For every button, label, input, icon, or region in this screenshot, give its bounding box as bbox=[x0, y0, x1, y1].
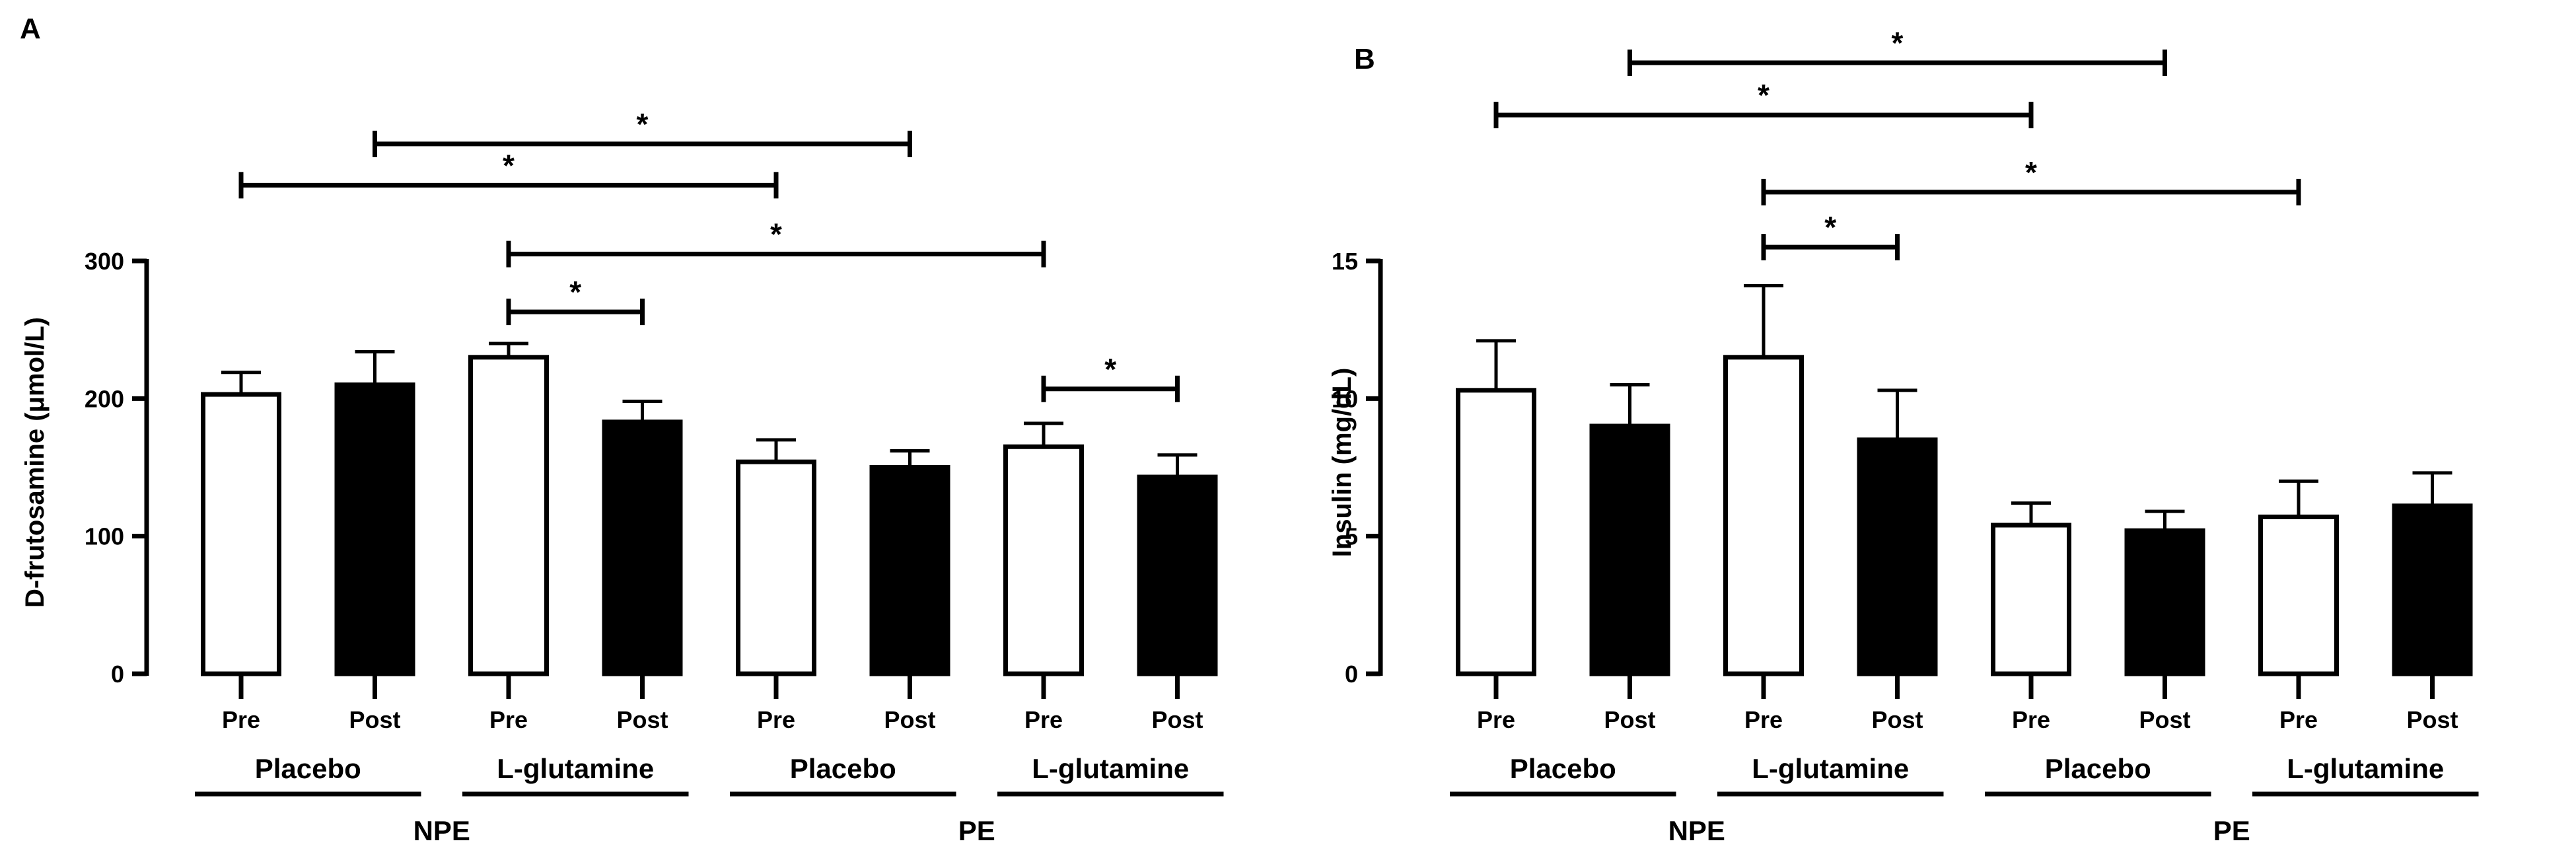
y-axis-label-a: D-frutosamine (μmol/L) bbox=[20, 317, 50, 608]
significance-star: * bbox=[503, 148, 515, 182]
panel-b: B Insulin (mg/dL) 0 5 10 15 Pre Post Pre Post Pr… bbox=[1328, 26, 2479, 846]
y-tick-label-b: 0 bbox=[1345, 661, 1358, 688]
significance-star: * bbox=[1892, 26, 1904, 60]
x-category-label: Post bbox=[2139, 706, 2190, 733]
significance-star: * bbox=[1824, 210, 1836, 244]
panel-label-b: B bbox=[1354, 43, 1375, 75]
y-tick-label-b: 15 bbox=[1332, 248, 1358, 275]
bar-post bbox=[334, 382, 415, 676]
significance-star: * bbox=[2025, 155, 2037, 190]
treatment-label: Placebo bbox=[2045, 753, 2151, 784]
bar-post bbox=[1857, 437, 1938, 676]
bar-post bbox=[2392, 503, 2473, 676]
group-label: NPE bbox=[1668, 815, 1725, 846]
y-tick-label-b: 10 bbox=[1332, 385, 1358, 412]
x-category-label: Post bbox=[1151, 706, 1203, 733]
treatment-label: L-glutamine bbox=[1032, 753, 1189, 784]
bar-post bbox=[1589, 423, 1670, 676]
treatment-label: Placebo bbox=[790, 753, 896, 784]
significance-star: * bbox=[1758, 78, 1770, 112]
x-category-label: Post bbox=[616, 706, 668, 733]
y-tick-label-b: 5 bbox=[1345, 523, 1358, 550]
y-tick-label-a: 300 bbox=[85, 248, 124, 275]
treatment-label: L-glutamine bbox=[497, 753, 654, 784]
x-category-label: Post bbox=[2406, 706, 2458, 733]
treatment-label: L-glutamine bbox=[1752, 753, 1909, 784]
treatment-label: Placebo bbox=[1510, 753, 1616, 784]
x-category-label: Pre bbox=[489, 706, 528, 733]
x-category-label: Pre bbox=[1477, 706, 1515, 733]
bar-pre bbox=[736, 459, 816, 676]
x-category-label: Pre bbox=[1024, 706, 1063, 733]
bar-post bbox=[2124, 528, 2205, 676]
bar-post bbox=[1137, 474, 1218, 676]
significance-star: * bbox=[770, 217, 782, 252]
bar-pre bbox=[468, 355, 549, 676]
x-category-label: Pre bbox=[2279, 706, 2318, 733]
y-axis-label-b: Insulin (mg/dL) bbox=[1328, 368, 1357, 558]
marks-a: 0 100 200 300 Pre Post Pre Post Pre Post Pre Post Pl… bbox=[85, 107, 1224, 846]
y-tick-label-a: 200 bbox=[85, 385, 124, 412]
bar-pre bbox=[201, 392, 281, 676]
bar-post bbox=[602, 419, 683, 676]
treatment-label: L-glutamine bbox=[2287, 753, 2444, 784]
x-category-label: Pre bbox=[1744, 706, 1783, 733]
y-tick-label-a: 100 bbox=[85, 523, 124, 550]
treatment-label: Placebo bbox=[255, 753, 361, 784]
group-label: PE bbox=[958, 815, 995, 846]
x-category-label: Pre bbox=[757, 706, 795, 733]
group-label: PE bbox=[2213, 815, 2250, 846]
bar-pre bbox=[1991, 523, 2071, 676]
panel-label-a: A bbox=[20, 13, 41, 45]
x-category-label: Post bbox=[1604, 706, 1655, 733]
x-category-label: Pre bbox=[2012, 706, 2050, 733]
x-category-label: Post bbox=[1871, 706, 1923, 733]
bar-pre bbox=[1456, 388, 1536, 676]
panel-a: A D-frutosamine (μmol/L) 0 100 200 300 Pre Po… bbox=[20, 13, 1224, 846]
bar-pre bbox=[1723, 355, 1804, 676]
x-category-label: Post bbox=[349, 706, 400, 733]
x-category-label: Pre bbox=[222, 706, 260, 733]
bar-post bbox=[869, 465, 950, 676]
bar-pre bbox=[1003, 444, 1084, 676]
significance-star: * bbox=[1104, 352, 1116, 386]
y-tick-label-a: 0 bbox=[111, 661, 124, 688]
significance-star: * bbox=[637, 107, 649, 141]
group-label: NPE bbox=[413, 815, 470, 846]
marks-b: 0 5 10 15 Pre Post Pre Post Pre Post Pre Post Placeb… bbox=[1332, 26, 2479, 846]
significance-star: * bbox=[569, 275, 581, 309]
bar-pre bbox=[2258, 515, 2339, 676]
x-category-label: Post bbox=[884, 706, 935, 733]
